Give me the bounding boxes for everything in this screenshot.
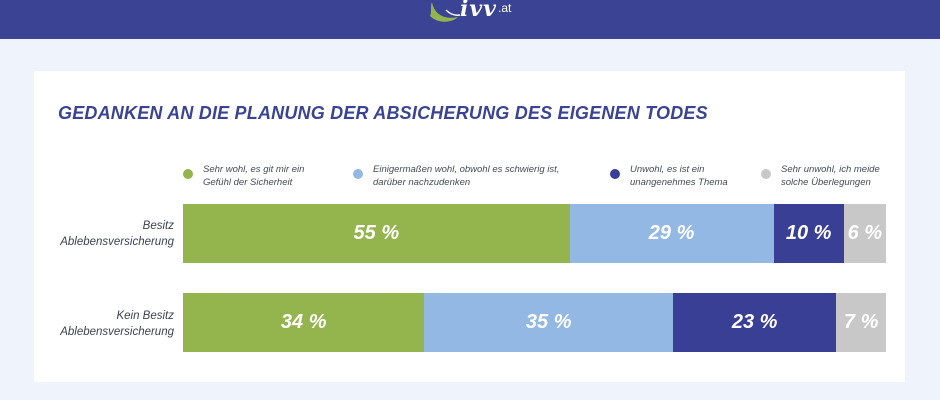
header-bar: ivv .at [0, 0, 940, 39]
legend-label-line: Sehr unwohl, ich meide [781, 164, 880, 175]
bar-value-label: 6 % [847, 222, 883, 244]
legend-label: Sehr wohl, es git mir ein Gefühl der Sic… [203, 163, 393, 189]
legend-label-line: Einigermaßen wohl, obwohl es schwierig i… [373, 164, 560, 175]
legend-label-line: Gefühl der Sicherheit [203, 177, 293, 188]
category-label-line: Kein Besitz [116, 310, 174, 322]
chart-title: GEDANKEN AN DIE PLANUNG DER ABSICHERUNG … [58, 103, 708, 123]
bar-segment: 23 % [672, 293, 837, 352]
legend-label: Einigermaßen wohl, obwohl es schwierig i… [373, 163, 593, 189]
bar-segment: 35 % [424, 293, 673, 352]
legend-label-line: Sehr wohl, es git mir ein [203, 164, 305, 175]
legend-label: Sehr unwohl, ich meide solche Überlegung… [781, 163, 911, 189]
bar-segment: 29 % [569, 204, 774, 263]
legend-label-line: unangenehmes Thema [630, 177, 728, 188]
category-label-line: Ablebensversicherung [60, 236, 174, 248]
legend-swatch [761, 169, 771, 179]
bar-value-label: 23 % [731, 311, 778, 333]
bar-value-label: 10 % [785, 222, 832, 244]
category-label-kein-besitz: Kein Besitz Ablebensversicherung [4, 308, 174, 340]
legend-label-line: darüber nachzudenken [373, 177, 471, 188]
logo-suffix: .at [498, 1, 512, 15]
legend-swatch [353, 169, 363, 179]
leaf-logo-icon [430, 2, 461, 22]
bar-value-label: 34 % [280, 311, 327, 333]
legend-label: Unwohl, es ist ein unangenehmes Thema [630, 163, 820, 189]
legend-swatch [610, 169, 620, 179]
bar-segment: 55 % [183, 204, 570, 263]
bar-value-label: 35 % [525, 311, 572, 333]
category-label-line: Ablebensversicherung [60, 326, 174, 338]
legend-label-line: Unwohl, es ist ein [630, 164, 705, 175]
bar-segment: 6 % [843, 204, 886, 263]
category-label-besitz: Besitz Ablebensversicherung [4, 218, 174, 250]
category-label-line: Besitz [142, 220, 174, 232]
legend-swatch [183, 169, 193, 179]
bar-segment: 10 % [773, 204, 844, 263]
bar-value-label: 55 % [353, 222, 400, 244]
bar-segment: 7 % [836, 293, 886, 352]
bar-value-label: 29 % [648, 222, 695, 244]
bar-value-label: 7 % [843, 311, 879, 333]
legend-label-line: solche Überlegungen [781, 177, 871, 188]
logo-text: ivv [460, 0, 497, 22]
bar-segment: 34 % [183, 293, 425, 352]
